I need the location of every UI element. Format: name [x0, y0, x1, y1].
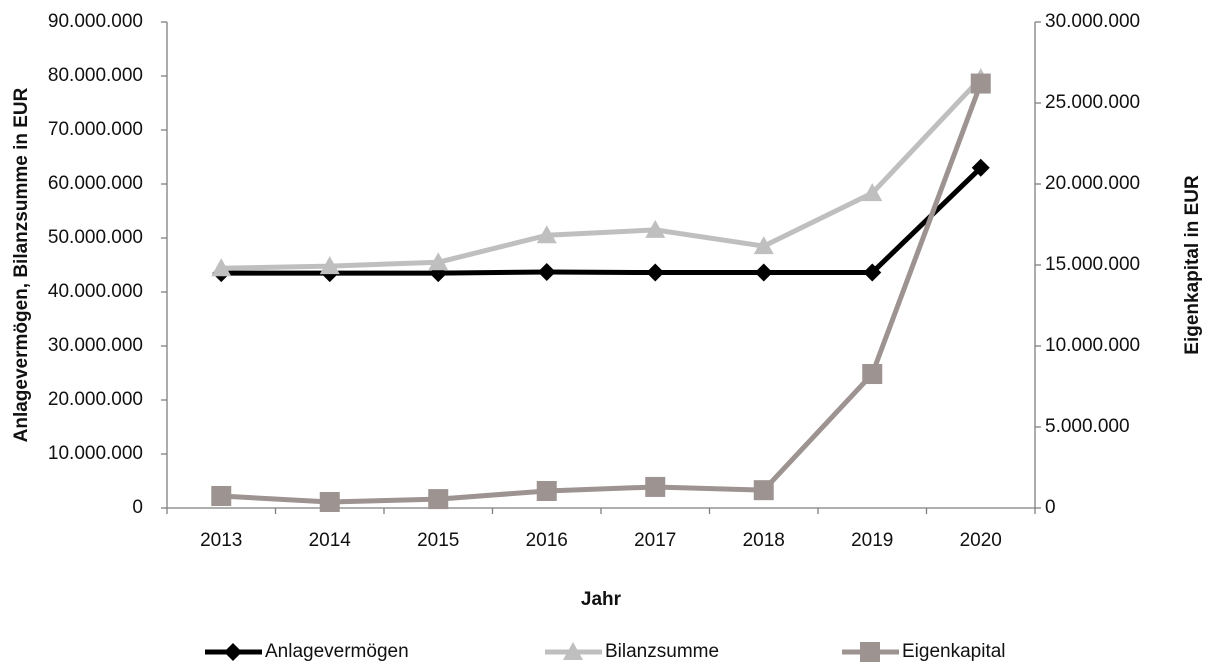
x-tick-label: 2018: [743, 530, 785, 551]
legend-marker: [860, 642, 880, 662]
y-tick-label: 90.000.000: [48, 11, 143, 32]
y2-tick-label: 5.000.000: [1045, 416, 1130, 437]
y-tick-label: 50.000.000: [48, 227, 143, 248]
data-point: [862, 183, 883, 202]
y-tick-label: 40.000.000: [48, 281, 143, 302]
data-point: [753, 480, 774, 501]
data-point: [428, 489, 449, 510]
legend-label: Eigenkapital: [902, 641, 1006, 662]
y2-tick-label: 30.000.000: [1045, 11, 1140, 32]
y2-tick-label: 10.000.000: [1045, 335, 1140, 356]
y-tick-label: 10.000.000: [48, 443, 143, 464]
data-point: [211, 258, 232, 277]
series-line: [221, 166, 983, 276]
data-point: [970, 73, 991, 94]
y2-tick-label: 0: [1045, 497, 1056, 518]
x-tick-label: 2013: [200, 530, 242, 551]
data-point: [754, 263, 773, 282]
x-tick-label: 2020: [960, 530, 1002, 551]
x-tick-label: 2015: [417, 530, 459, 551]
data-point: [428, 252, 449, 271]
legend-label: Anlagevermögen: [265, 641, 409, 662]
y2-tick-label: 25.000.000: [1045, 92, 1140, 113]
x-axis-title: Jahr: [581, 589, 622, 610]
y-axis-title: Anlagevermögen, Bilanzsumme in EUR: [11, 87, 32, 442]
y-tick-label: 20.000.000: [48, 389, 143, 410]
y-tick-label: 70.000.000: [48, 119, 143, 140]
data-point: [863, 263, 882, 282]
y2-tick-label: 15.000.000: [1045, 254, 1140, 275]
data-point: [211, 486, 232, 507]
data-point: [753, 236, 774, 255]
data-point: [645, 219, 666, 238]
data-point: [862, 364, 883, 385]
data-point: [646, 263, 665, 282]
data-point: [971, 158, 990, 177]
legend-marker: [224, 643, 242, 661]
legend-label: Bilanzsumme: [605, 641, 719, 662]
y2-tick-label: 20.000.000: [1045, 173, 1140, 194]
data-point: [536, 480, 557, 501]
series-line: [221, 82, 984, 505]
data-point: [537, 263, 556, 282]
legend-marker: [563, 642, 583, 660]
x-tick-label: 2016: [526, 530, 568, 551]
y-tick-label: 0: [132, 497, 143, 518]
data-point: [645, 476, 666, 497]
data-point: [319, 492, 340, 513]
x-tick-label: 2014: [309, 530, 352, 551]
y2-axis-title: Eigenkapital in EUR: [1182, 175, 1203, 355]
data-point: [536, 225, 557, 244]
y-tick-label: 30.000.000: [48, 335, 143, 356]
series-line: [221, 76, 983, 271]
x-tick-label: 2017: [634, 530, 676, 551]
x-tick-label: 2019: [851, 530, 893, 551]
y-tick-label: 80.000.000: [48, 65, 143, 86]
data-point: [319, 256, 340, 275]
y-tick-label: 60.000.000: [48, 173, 143, 194]
